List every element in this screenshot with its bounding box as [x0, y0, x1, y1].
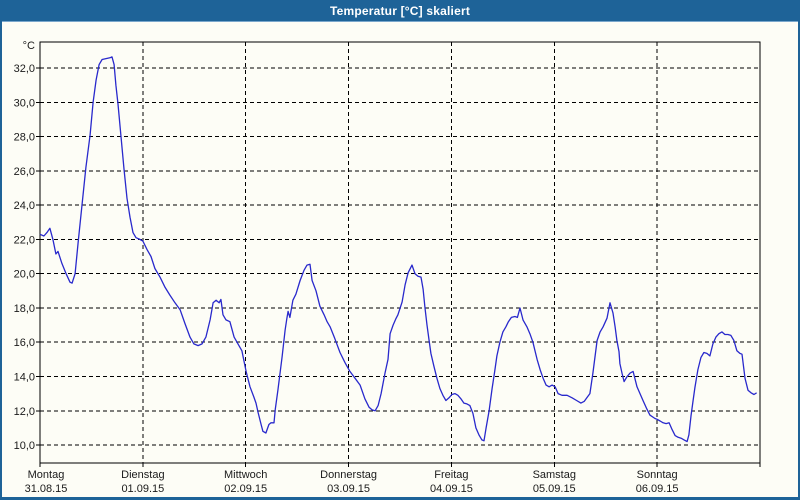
y-axis-unit-label: °C — [23, 40, 35, 52]
window-border-right — [798, 0, 800, 500]
day-name-label: Mittwoch — [224, 469, 267, 481]
temperature-line — [39, 56, 757, 443]
y-axis-tick-label: 22,0 — [14, 234, 35, 246]
plot-frame — [39, 41, 761, 464]
day-date-label: 02.09.15 — [224, 483, 267, 495]
y-axis-tick-label: 16,0 — [14, 337, 35, 349]
x-axis-labels: Montag 31.08.15 Dienstag 01.09.15 Mittwoch 02… — [25, 469, 679, 495]
y-axis-tick-label: 20,0 — [14, 269, 35, 281]
day-name-label: Samstag — [533, 469, 576, 481]
y-axis-tick-label: 30,0 — [14, 97, 35, 109]
y-axis-tick-label: 32,0 — [14, 63, 35, 75]
y-axis-tick-label: 26,0 — [14, 166, 35, 178]
day-name-label: Sonntag — [637, 469, 678, 481]
x-gridlines — [142, 42, 658, 463]
window-titlebar[interactable]: Temperatur [°C] skaliert — [0, 0, 800, 22]
day-date-label: 31.08.15 — [25, 483, 68, 495]
y-axis-tick-label: 28,0 — [14, 132, 35, 144]
y-axis-tick-label: 10,0 — [14, 440, 35, 452]
day-date-label: 05.09.15 — [533, 483, 576, 495]
day-name-label: Donnerstag — [320, 469, 377, 481]
y-axis-tick-label: 24,0 — [14, 200, 35, 212]
day-date-label: 01.09.15 — [121, 483, 164, 495]
axis-ticks — [36, 67, 761, 467]
day-name-label: Freitag — [434, 469, 468, 481]
y-axis-tick-label: 12,0 — [14, 406, 35, 418]
y-axis-labels: °C 32,0 30,0 28,0 26,0 24,0 22,0 20,0 18,0 16,0 14… — [14, 40, 35, 452]
y-axis-tick-label: 14,0 — [14, 371, 35, 383]
day-date-label: 06.09.15 — [636, 483, 679, 495]
day-name-label: Dienstag — [121, 469, 164, 481]
y-axis-tick-label: 18,0 — [14, 303, 35, 315]
day-name-label: Montag — [28, 469, 65, 481]
window-title: Temperatur [°C] skaliert — [329, 3, 471, 18]
day-date-label: 03.09.15 — [327, 483, 370, 495]
day-date-label: 04.09.15 — [430, 483, 473, 495]
temperature-series-path — [39, 56, 757, 443]
window-border-left — [0, 0, 2, 500]
y-gridlines — [40, 67, 760, 446]
window-border-bottom — [0, 497, 800, 500]
plot-frame-rect — [39, 41, 761, 464]
